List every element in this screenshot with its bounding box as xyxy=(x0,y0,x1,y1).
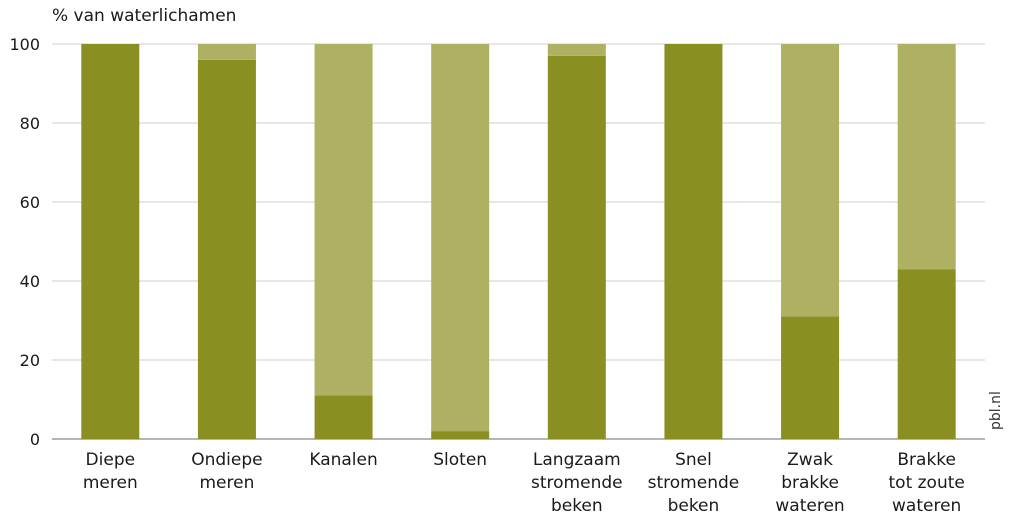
bar-segment xyxy=(897,269,956,439)
x-category-label-line: tot zoute xyxy=(889,473,965,493)
x-category-label-line: brakke xyxy=(781,473,839,493)
y-tick-label: 60 xyxy=(20,193,40,212)
y-tick-label: 0 xyxy=(30,430,40,449)
bar-segment xyxy=(897,44,956,270)
x-category-label-line: meren xyxy=(83,473,138,493)
x-category-label-line: Snel xyxy=(675,450,712,470)
bar-segment xyxy=(781,316,840,439)
bar-segment xyxy=(431,431,490,439)
x-category-label-line: wateren xyxy=(892,496,961,516)
x-category-label: Langzaam stromende beken xyxy=(531,450,623,516)
y-tick-label: 100 xyxy=(9,35,40,54)
x-category-label-line: Ondiepe xyxy=(191,450,262,470)
bar-segment xyxy=(547,44,606,56)
bar-segment xyxy=(197,44,256,60)
x-category-label: Zwak brakke wateren xyxy=(775,450,844,516)
bar-segment xyxy=(431,44,490,432)
bar-segment xyxy=(547,55,606,439)
bar-segment xyxy=(314,395,373,439)
x-category-label: Snel stromende beken xyxy=(648,450,740,516)
x-category-label: Sloten xyxy=(433,450,487,470)
pbl-watermark: pbl.nl xyxy=(988,391,1004,430)
bar-segment xyxy=(197,59,256,440)
x-category-label: Kanalen xyxy=(309,450,377,470)
x-category-label: Diepe meren xyxy=(83,450,138,493)
bar-segment xyxy=(81,44,140,439)
x-category-label-line: Diepe xyxy=(86,450,136,470)
y-tick-label: 40 xyxy=(20,272,40,291)
x-category-label-line: stromende xyxy=(648,473,740,493)
x-category-label-line: Zwak xyxy=(787,450,833,470)
bar-segment xyxy=(314,44,373,396)
x-category-label-line: Sloten xyxy=(433,450,487,470)
x-category-label: Brakke tot zoute wateren xyxy=(889,450,965,516)
x-category-label-line: Brakke xyxy=(897,450,956,470)
x-category-label: Ondiepe meren xyxy=(191,450,262,493)
y-tick-label: 20 xyxy=(20,351,40,370)
x-category-label-line: Kanalen xyxy=(309,450,377,470)
x-category-label-line: beken xyxy=(668,496,720,516)
bar-segment xyxy=(781,44,840,317)
x-category-label-line: stromende xyxy=(531,473,623,493)
y-tick-label: 80 xyxy=(20,114,40,133)
bar-segment xyxy=(664,44,723,439)
x-category-label-line: beken xyxy=(551,496,603,516)
y-axis-label: % van waterlichamen xyxy=(52,6,237,26)
x-category-label-line: wateren xyxy=(775,496,844,516)
x-category-label-line: Langzaam xyxy=(533,450,621,470)
x-category-label-line: meren xyxy=(200,473,255,493)
